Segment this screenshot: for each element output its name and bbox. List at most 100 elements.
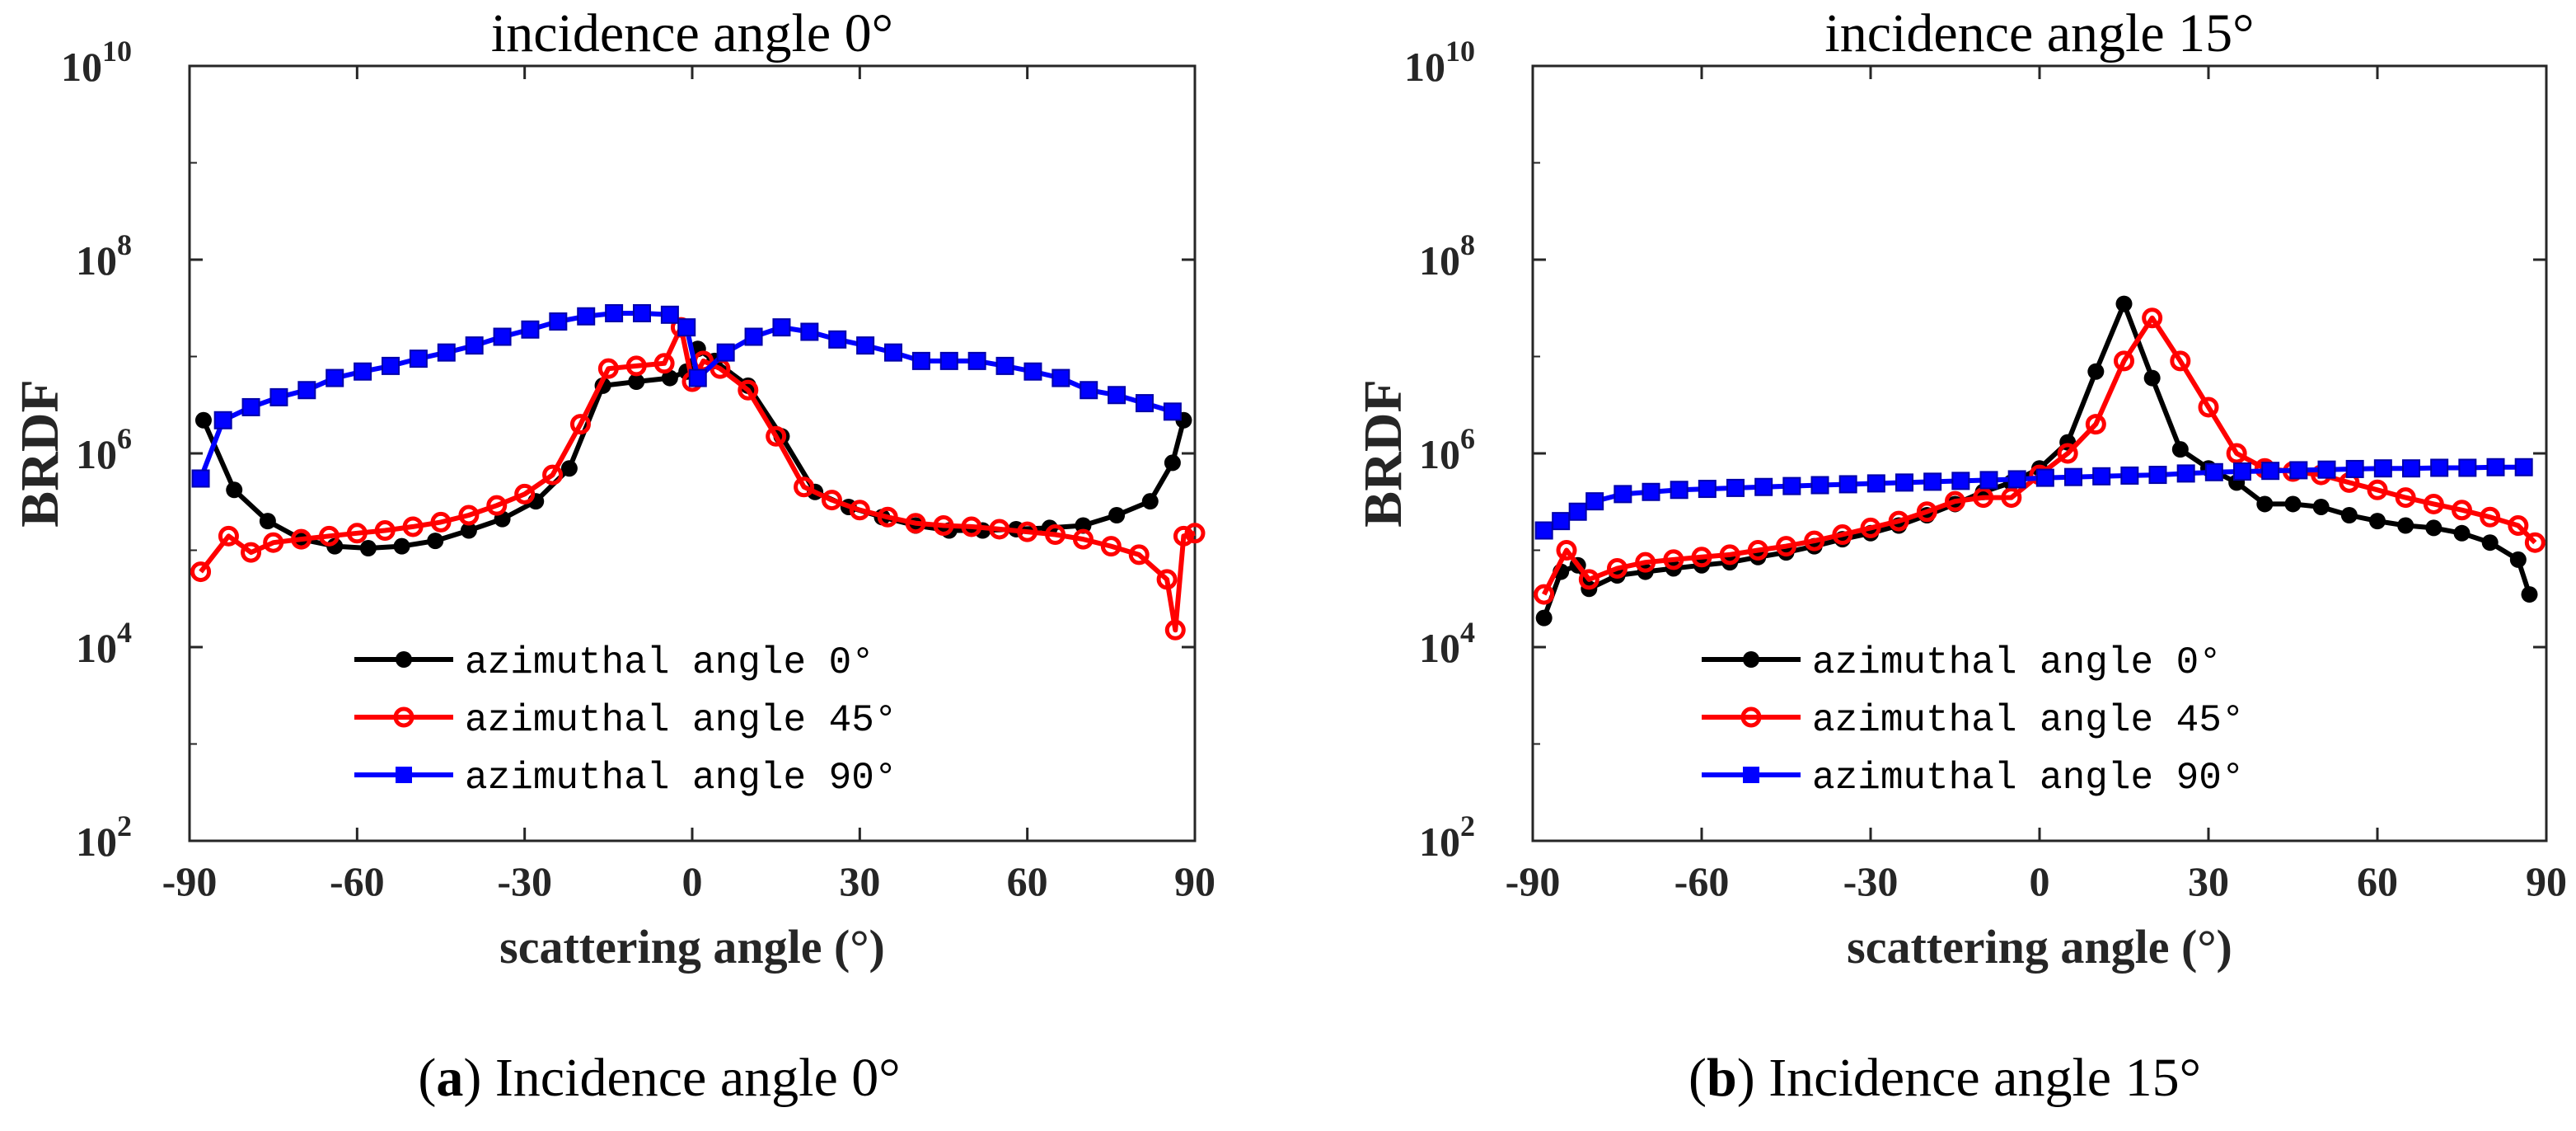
legend-label-az90: azimuthal angle 90°	[1812, 757, 2245, 800]
data-point-az45	[849, 500, 870, 521]
x-tick-label: -60	[1674, 858, 1730, 904]
data-point-az90	[1642, 482, 1660, 501]
data-point-az90	[354, 362, 372, 381]
data-point-az90	[1552, 512, 1571, 531]
data-point-az45	[821, 490, 842, 511]
data-point-az90	[2092, 467, 2111, 486]
data-point-az0	[2453, 524, 2471, 542]
data-point-az90	[437, 343, 456, 362]
data-point-az45	[1173, 525, 1194, 547]
data-point-az0	[2143, 369, 2161, 387]
data-point-az45	[1578, 569, 1599, 590]
legend-label-az90: azimuthal angle 90°	[465, 757, 897, 800]
data-point-az45	[905, 513, 926, 534]
data-point-az0	[2171, 441, 2189, 458]
data-point-az90	[2148, 466, 2167, 485]
data-point-az45	[1832, 524, 1853, 546]
data-point-az90	[1754, 477, 1773, 496]
data-point-az45	[1973, 487, 1994, 509]
y-tick-exp: 6	[117, 422, 132, 455]
y-tick-label: 102	[1419, 810, 1475, 865]
data-point-az45	[1804, 530, 1825, 551]
data-point-az45	[1663, 549, 1684, 570]
data-point-az90	[1614, 485, 1632, 504]
x-tick-label: 90	[2526, 858, 2567, 904]
data-point-az90	[716, 343, 735, 362]
data-point-az45	[1888, 510, 1909, 532]
data-point-az90	[241, 397, 260, 416]
data-point-az45	[1916, 501, 1937, 523]
data-point-az90	[1726, 478, 1745, 497]
data-point-az45	[1184, 523, 1206, 544]
data-point-az45	[430, 511, 452, 533]
data-point-az0	[1164, 454, 1181, 472]
data-point-az45	[794, 476, 815, 498]
data-point-az0	[2481, 534, 2499, 551]
data-point-az90	[1923, 472, 1942, 491]
data-point-az45	[2170, 350, 2191, 372]
data-point-az90	[2514, 458, 2533, 476]
data-point-az0	[226, 481, 243, 499]
data-point-az45	[738, 379, 759, 401]
caption-b-text: Incidence angle 15°	[1768, 1048, 2201, 1108]
caption-a: (a) Incidence angle 0°	[418, 1048, 901, 1108]
data-point-az45	[933, 515, 954, 537]
data-point-az0	[359, 540, 377, 557]
data-point-az90	[577, 307, 596, 326]
data-point-az45	[2395, 487, 2416, 509]
data-point-az45	[1164, 619, 1186, 641]
legend-label-az45: azimuthal angle 45°	[465, 699, 897, 742]
data-point-az45	[1776, 536, 1796, 557]
data-point-az45	[291, 528, 312, 550]
data-point-az45	[961, 516, 982, 537]
data-point-az45	[1128, 544, 1150, 566]
legend-label-az45: azimuthal angle 45°	[1812, 699, 2245, 742]
data-point-az45	[1860, 517, 1881, 538]
caption-a-letter: a	[436, 1048, 464, 1108]
data-point-az0	[2425, 519, 2443, 537]
data-point-az45	[2423, 493, 2444, 514]
data-point-az45	[402, 516, 424, 537]
data-point-az90	[800, 322, 819, 341]
data-point-az90	[688, 368, 707, 387]
legend-marker-az45	[393, 706, 415, 728]
data-point-az0	[460, 522, 477, 539]
data-point-az45	[1045, 524, 1066, 546]
y-axis-label: BRDF	[10, 379, 70, 528]
y-tick-exp: 2	[1460, 810, 1475, 842]
data-point-az0	[259, 513, 276, 530]
data-point-az90	[939, 351, 958, 370]
data-point-az90	[409, 350, 428, 368]
data-point-az90	[1670, 481, 1688, 500]
data-point-az90	[677, 318, 696, 337]
legend: azimuthal angle 0° azimuthal angle 45° azi…	[1702, 641, 2245, 800]
series-az90	[1534, 458, 2533, 540]
x-tick-label: -60	[330, 858, 385, 904]
data-point-az45	[2198, 397, 2219, 418]
data-point-az90	[1866, 474, 1885, 493]
data-point-az45	[2524, 532, 2546, 553]
data-point-az0	[2369, 513, 2386, 530]
x-tick-label: -90	[162, 858, 218, 904]
y-tick-label: 106	[76, 422, 132, 477]
data-point-az45	[2452, 500, 2472, 521]
legend-marker-az90	[1743, 767, 1759, 783]
x-tick-label: 30	[839, 858, 880, 904]
data-point-az90	[382, 356, 400, 375]
y-tick-base: 10	[76, 625, 117, 671]
data-point-az90	[2317, 460, 2336, 479]
data-point-az90	[1979, 471, 1998, 490]
data-point-az45	[877, 506, 898, 528]
data-point-az45	[263, 532, 284, 553]
data-point-az45	[2057, 443, 2078, 464]
data-point-az45	[2480, 506, 2501, 528]
data-point-az90	[1051, 368, 1070, 387]
data-point-az90	[2064, 467, 2082, 486]
data-point-az90	[521, 320, 540, 339]
y-tick-base: 10	[76, 431, 117, 477]
legend-label-az0: azimuthal angle 0°	[1812, 641, 2222, 684]
y-tick-label: 108	[76, 228, 132, 284]
data-point-az0	[1075, 517, 1092, 534]
legend-label-az0: azimuthal angle 0°	[465, 641, 874, 684]
